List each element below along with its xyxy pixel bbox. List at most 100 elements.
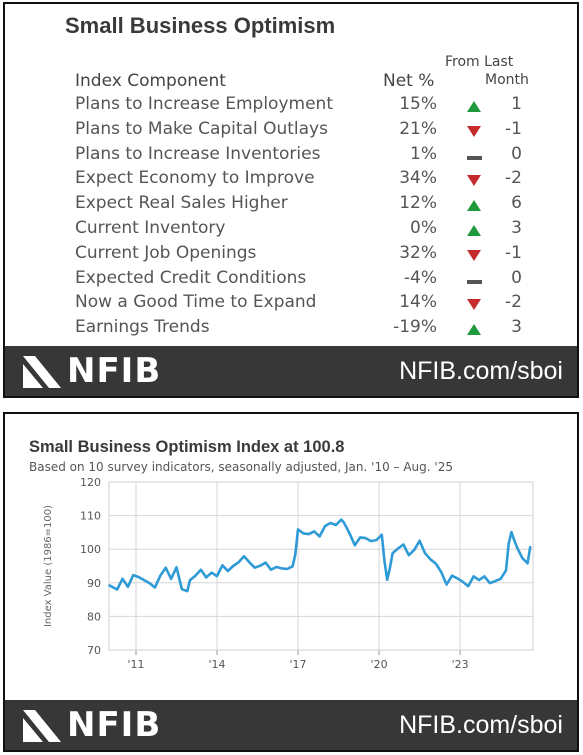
- data-point: [402, 543, 405, 546]
- header-change-line1: From Last: [445, 54, 514, 70]
- footer-url[interactable]: NFIB.com/sboi: [399, 357, 563, 385]
- data-point: [291, 565, 294, 568]
- net-percent: 15%: [399, 94, 437, 114]
- net-percent: 14%: [399, 292, 437, 313]
- x-tick-label: '23: [452, 658, 469, 671]
- data-point: [294, 553, 297, 556]
- up-arrow-icon: [467, 324, 481, 336]
- down-arrow-icon: [467, 175, 481, 187]
- data-point: [413, 549, 415, 551]
- series-line: [108, 518, 532, 593]
- component-rows: Plans to Increase Employment 15% 1 Plans to…: [5, 94, 577, 342]
- table-row: Expect Real Sales Higher 12% 6: [5, 193, 577, 218]
- no-change-icon: [467, 155, 482, 160]
- table-row: Now a Good Time to Expand 14% -2: [5, 292, 577, 317]
- data-point: [318, 535, 321, 538]
- net-percent: 1%: [410, 143, 437, 164]
- data-point: [488, 582, 491, 584]
- data-point: [348, 532, 351, 534]
- net-percent: 34%: [399, 168, 437, 189]
- header-index-component: Index Component: [75, 71, 226, 91]
- data-point: [194, 574, 197, 577]
- down-arrow-icon: [467, 125, 481, 137]
- chart-title: Small Business Optimism Index at 100.8: [29, 438, 345, 456]
- table-row: Earnings Trends -19% 3: [5, 317, 577, 342]
- data-point: [440, 571, 442, 573]
- x-tick-label: '14: [209, 658, 226, 671]
- net-percent: 12%: [399, 193, 437, 214]
- data-point: [335, 524, 337, 526]
- table-row: Plans to Increase Employment 15% 1: [5, 94, 577, 119]
- data-point: [359, 536, 361, 539]
- footer-url[interactable]: NFIB.com/sboi: [399, 711, 563, 739]
- data-point: [478, 579, 480, 581]
- data-point: [418, 540, 421, 542]
- brand-logo-text: NFIB: [67, 351, 162, 391]
- data-point: [434, 562, 437, 565]
- data-point: [108, 584, 110, 586]
- component-label: Current Inventory: [75, 217, 226, 238]
- data-point: [254, 566, 256, 569]
- data-point: [116, 588, 118, 591]
- data-point: [243, 555, 245, 558]
- data-point: [175, 566, 178, 569]
- data-point: [451, 574, 453, 577]
- data-point: [343, 521, 345, 524]
- x-tick-label: '17: [290, 658, 307, 671]
- data-point: [286, 568, 289, 570]
- data-point: [472, 575, 475, 578]
- component-label: Now a Good Time to Expand: [75, 292, 317, 313]
- data-point: [297, 528, 299, 531]
- down-arrow-icon: [467, 299, 481, 311]
- data-point: [189, 579, 191, 581]
- nfib-logo-icon: [23, 710, 61, 742]
- change-value: 6: [511, 193, 522, 214]
- data-point: [526, 562, 529, 565]
- table-title: Small Business Optimism: [65, 13, 336, 38]
- component-label: Plans to Increase Inventories: [75, 143, 321, 164]
- data-point: [329, 522, 332, 524]
- data-point: [248, 561, 251, 564]
- data-point: [529, 545, 532, 548]
- data-point: [383, 560, 386, 563]
- data-point: [302, 532, 305, 535]
- change-value: -2: [505, 168, 522, 189]
- data-point: [281, 567, 283, 570]
- x-tick-label: '20: [371, 658, 388, 671]
- table-row: Plans to Increase Inventories 1% 0: [5, 144, 577, 169]
- component-label: Plans to Make Capital Outlays: [75, 118, 328, 139]
- data-point: [353, 544, 356, 546]
- change-value: 1: [511, 94, 522, 114]
- data-point: [397, 547, 399, 550]
- net-percent: -4%: [403, 267, 437, 288]
- y-tick-label: 110: [80, 510, 101, 523]
- component-label: Expect Real Sales Higher: [75, 193, 288, 214]
- data-point: [445, 583, 448, 586]
- plot-area: [108, 481, 534, 651]
- data-point: [483, 575, 486, 578]
- data-point: [164, 566, 167, 569]
- data-point: [499, 577, 502, 580]
- change-value: 0: [511, 143, 522, 164]
- data-point: [407, 554, 410, 557]
- y-tick-label: 90: [87, 577, 101, 590]
- nfib-logo-icon: [23, 356, 61, 388]
- down-arrow-icon: [467, 249, 481, 261]
- data-point: [216, 575, 218, 577]
- up-arrow-icon: [467, 200, 481, 212]
- data-point: [259, 564, 262, 567]
- data-point: [170, 577, 172, 580]
- data-point: [264, 561, 267, 564]
- data-point: [159, 574, 162, 577]
- data-point: [137, 576, 140, 578]
- data-point: [494, 580, 496, 582]
- data-point: [132, 574, 135, 576]
- data-point: [467, 585, 469, 587]
- data-point: [127, 586, 129, 588]
- data-point: [308, 533, 310, 535]
- line-chart: 70 80 90 100 110 120 '11 '14 '17 '20 '23 Index Valu…: [43, 476, 534, 671]
- component-label: Earnings Trends: [75, 317, 210, 338]
- table-row: Expected Credit Conditions -4% 0: [5, 268, 577, 293]
- data-point: [456, 577, 459, 580]
- data-point: [181, 588, 183, 590]
